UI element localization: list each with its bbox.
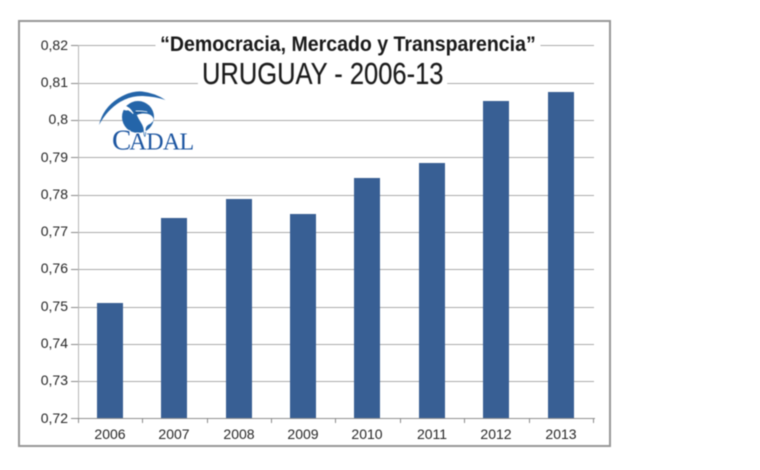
svg-text:A: A	[129, 129, 147, 155]
svg-text:C: C	[112, 124, 131, 156]
svg-text:DAL: DAL	[146, 129, 193, 155]
